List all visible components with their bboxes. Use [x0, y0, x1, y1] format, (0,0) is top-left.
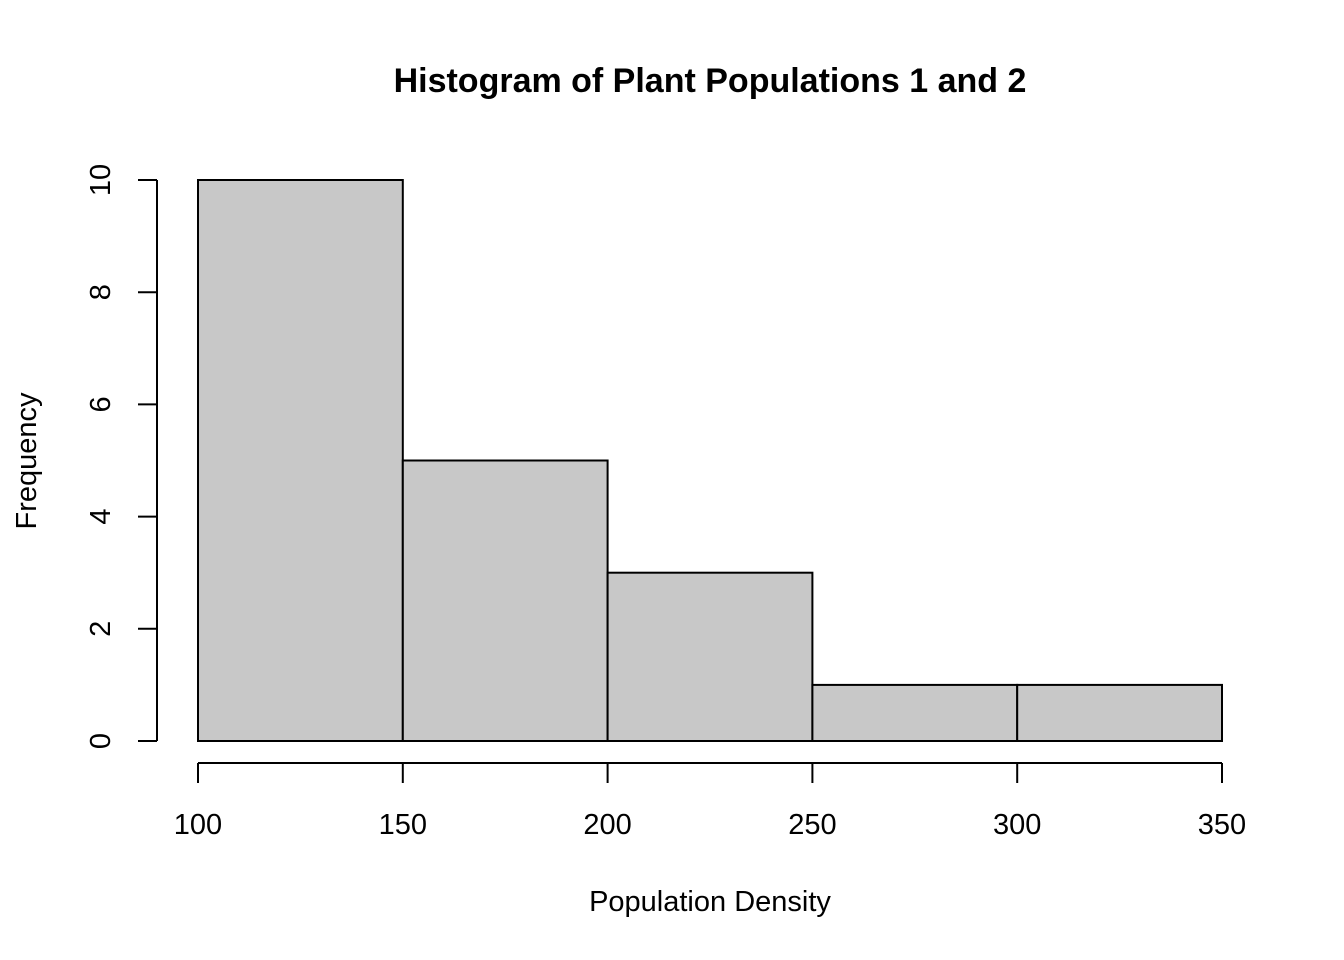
histogram-bar-0	[197, 179, 404, 742]
y-tick-label-3: 6	[85, 396, 117, 412]
x-tick-label-2: 200	[583, 809, 631, 841]
x-tick-label-5: 350	[1198, 809, 1246, 841]
x-tick-label-0: 100	[174, 809, 222, 841]
bars-group	[197, 179, 1224, 743]
y-tick-label-1: 2	[85, 621, 117, 637]
x-axis-label: Population Density	[589, 886, 831, 918]
y-axis: 0 2 4 6 8 10	[85, 164, 158, 749]
y-tick-label-2: 4	[85, 509, 117, 525]
x-tick-label-4: 300	[993, 809, 1041, 841]
y-tick-label-0: 0	[85, 733, 117, 749]
x-tick-label-1: 150	[379, 809, 427, 841]
histogram-bar-2	[606, 571, 814, 743]
y-tick-label-5: 10	[85, 164, 117, 196]
histogram-bar-1	[401, 459, 609, 742]
y-tick-label-4: 8	[85, 284, 117, 300]
histogram-bar-3	[811, 683, 1019, 743]
x-axis: 100 150 200 250 300 350	[174, 762, 1246, 841]
histogram-bar-4	[1016, 683, 1224, 743]
chart-title: Histogram of Plant Populations 1 and 2	[394, 62, 1027, 100]
x-tick-label-3: 250	[788, 809, 836, 841]
y-axis-label: Frequency	[11, 392, 43, 530]
